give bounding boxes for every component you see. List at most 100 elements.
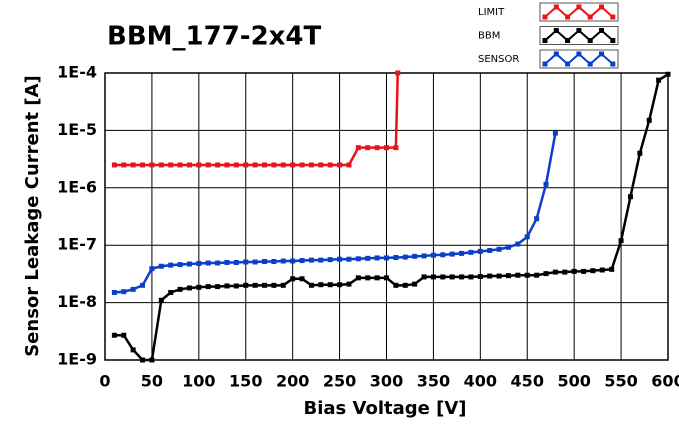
data-point xyxy=(365,275,371,281)
data-point xyxy=(224,259,230,265)
data-point xyxy=(665,71,671,77)
legend-marker xyxy=(553,51,559,57)
data-point xyxy=(552,130,558,136)
data-point xyxy=(196,284,202,290)
x-tick-label: 0 xyxy=(99,372,110,391)
data-point xyxy=(215,162,221,168)
x-tick-label: 250 xyxy=(323,372,356,391)
data-point xyxy=(581,268,587,274)
legend-marker xyxy=(587,38,593,43)
y-tick-label: 1E-4 xyxy=(57,63,97,82)
data-point xyxy=(262,162,268,168)
legend-marker xyxy=(565,38,571,43)
data-point xyxy=(186,285,192,291)
data-point xyxy=(515,272,521,278)
data-point xyxy=(262,259,268,265)
data-point xyxy=(449,274,455,280)
x-tick-label: 150 xyxy=(229,372,262,391)
data-point xyxy=(252,162,258,168)
data-point xyxy=(571,268,577,274)
data-point xyxy=(468,249,474,255)
data-point xyxy=(552,269,558,275)
data-point xyxy=(590,268,596,274)
data-point xyxy=(496,273,502,279)
data-point xyxy=(299,162,305,168)
data-point xyxy=(355,145,361,151)
x-tick-label: 550 xyxy=(604,372,637,391)
data-point xyxy=(421,253,427,259)
data-point xyxy=(346,162,352,168)
data-point xyxy=(318,162,324,168)
data-point xyxy=(280,258,286,264)
x-tick-label: 450 xyxy=(511,372,544,391)
y-tick-label: 1E-8 xyxy=(57,292,97,311)
data-point xyxy=(121,332,127,338)
legend-marker xyxy=(599,4,604,10)
data-point xyxy=(158,162,164,168)
data-point xyxy=(449,251,455,257)
data-point xyxy=(233,283,239,289)
legend-marker xyxy=(610,38,616,43)
data-point xyxy=(168,162,174,168)
data-point xyxy=(299,276,305,282)
data-point xyxy=(627,194,633,200)
data-point xyxy=(177,262,183,268)
legend-label: LIMIT xyxy=(478,7,505,18)
data-point xyxy=(111,332,117,338)
y-tick-label: 1E-6 xyxy=(57,177,97,196)
data-point xyxy=(430,274,436,280)
legend-marker xyxy=(553,4,559,10)
data-point xyxy=(271,259,277,265)
data-point xyxy=(505,244,511,250)
data-point xyxy=(308,257,314,263)
data-point xyxy=(374,145,380,151)
data-point xyxy=(395,70,401,76)
chart-title: BBM_177-2x4T xyxy=(107,22,322,52)
data-point xyxy=(487,273,493,279)
data-point xyxy=(177,162,183,168)
legend-marker xyxy=(599,28,604,33)
x-tick-label: 500 xyxy=(557,372,590,391)
legend-marker xyxy=(553,28,559,33)
data-point xyxy=(374,255,380,261)
data-point xyxy=(299,258,305,264)
data-point xyxy=(262,282,268,288)
data-point xyxy=(534,216,540,222)
data-point xyxy=(121,289,127,295)
y-axis-title: Sensor Leakage Current [A] xyxy=(22,75,43,357)
data-point xyxy=(365,255,371,261)
data-point xyxy=(290,162,296,168)
data-point xyxy=(252,282,258,288)
data-point xyxy=(140,282,146,288)
data-point xyxy=(243,259,249,265)
data-point xyxy=(656,77,662,83)
data-point xyxy=(468,274,474,280)
data-point xyxy=(290,276,296,282)
data-point xyxy=(637,150,643,156)
legend-marker xyxy=(587,14,593,20)
data-point xyxy=(477,273,483,279)
data-point xyxy=(430,252,436,258)
data-point xyxy=(168,262,174,268)
data-point xyxy=(130,162,136,168)
data-point xyxy=(111,289,117,295)
data-point xyxy=(327,282,333,288)
data-point xyxy=(205,260,211,266)
x-tick-label: 600 xyxy=(651,372,679,391)
data-point xyxy=(215,260,221,266)
data-point xyxy=(215,284,221,290)
data-point xyxy=(346,256,352,262)
data-point xyxy=(412,281,418,287)
data-point xyxy=(609,266,615,272)
data-point xyxy=(374,275,380,281)
legend-marker xyxy=(565,61,571,67)
data-point xyxy=(233,162,239,168)
legend-label: BBM xyxy=(478,31,500,42)
data-point xyxy=(224,162,230,168)
y-tick-label: 1E-7 xyxy=(57,235,97,254)
legend-marker xyxy=(610,61,616,67)
data-point xyxy=(543,271,549,277)
data-point xyxy=(496,246,502,252)
data-point xyxy=(459,250,465,256)
